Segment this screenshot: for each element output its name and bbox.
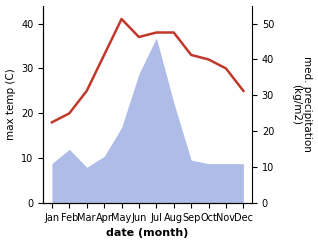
X-axis label: date (month): date (month) xyxy=(107,228,189,238)
Y-axis label: max temp (C): max temp (C) xyxy=(5,69,16,140)
Y-axis label: med. precipitation
(kg/m2): med. precipitation (kg/m2) xyxy=(291,56,313,152)
